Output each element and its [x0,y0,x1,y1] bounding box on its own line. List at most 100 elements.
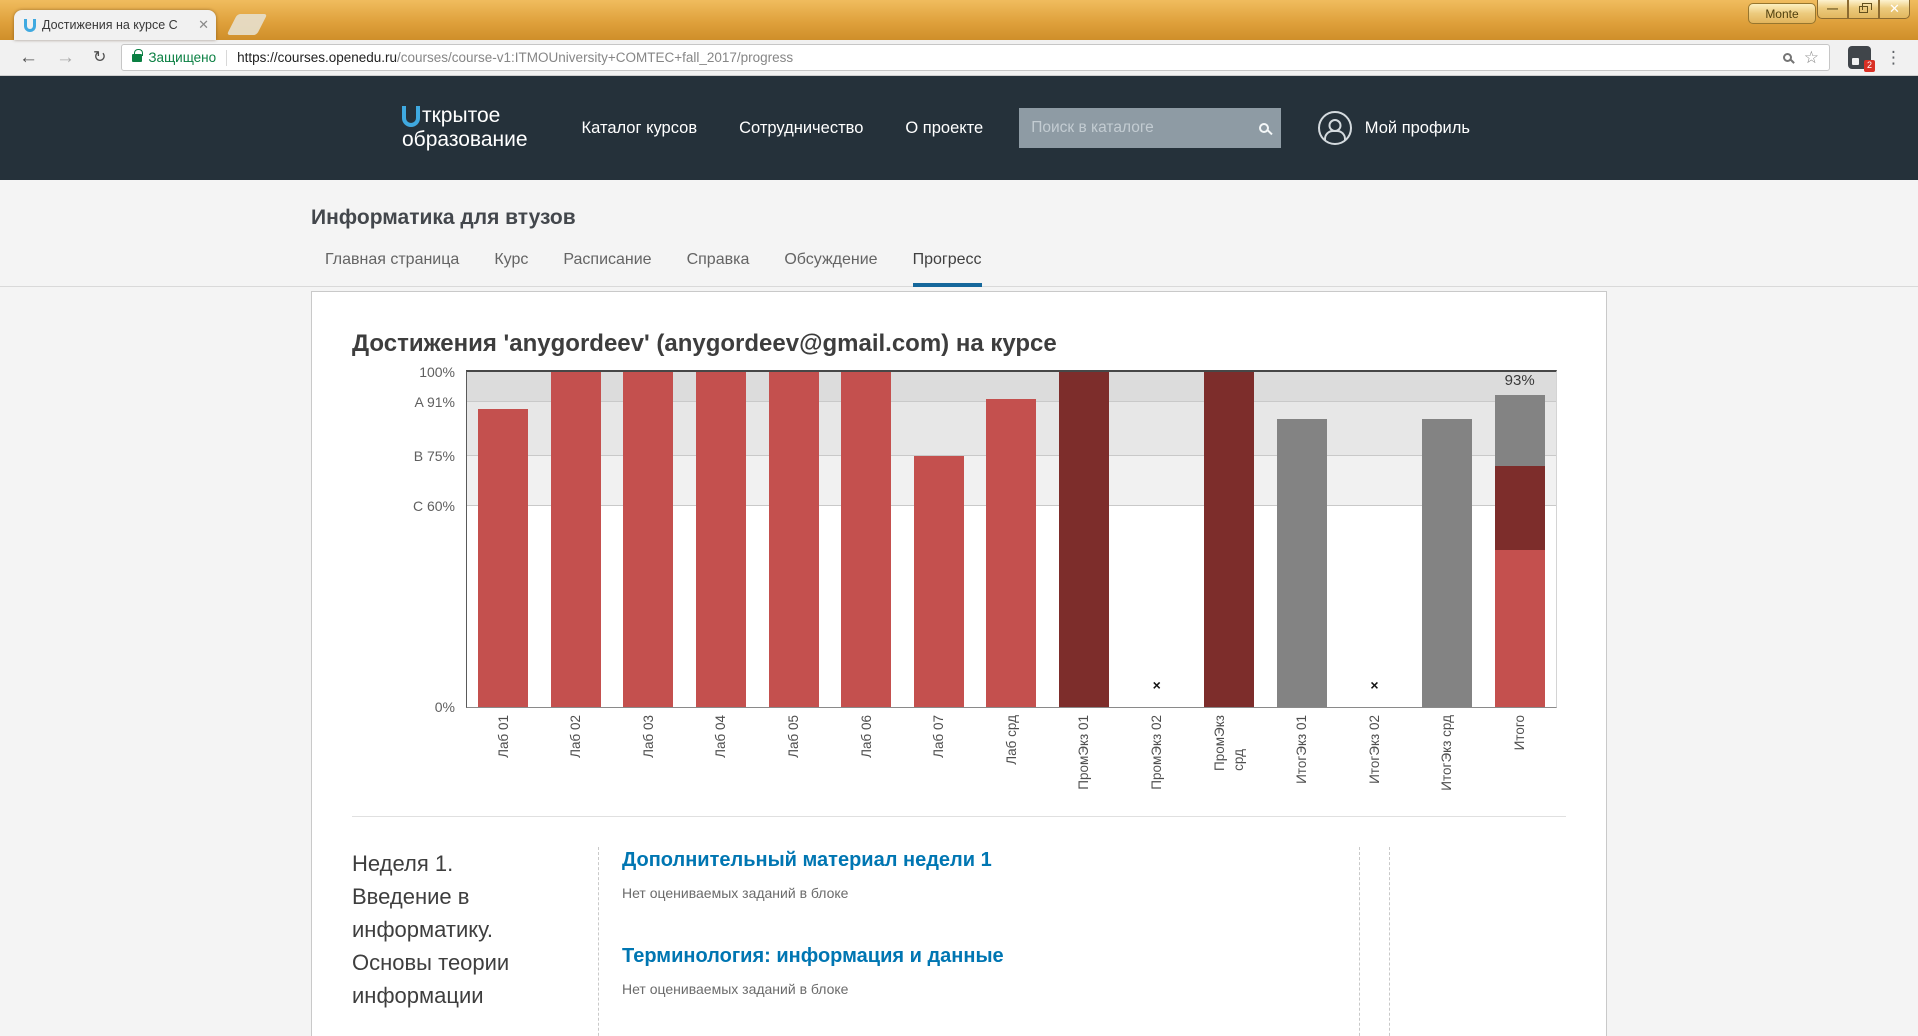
chart-slot: 93% Итого [1483,372,1556,750]
new-tab-button[interactable] [226,14,268,35]
bookmark-star-icon[interactable]: ☆ [1803,48,1819,67]
score-bar [478,408,529,707]
nav-link[interactable]: О проекте [905,118,984,137]
restore-button[interactable] [1848,0,1879,19]
x-axis-label-line: ИтогЭкз 01 [1294,715,1310,784]
chart-slot: Лаб 06 [830,372,903,758]
score-bar [623,372,674,707]
section-divider [352,816,1566,817]
chart-slot: ПромЭкз 01 [1048,372,1121,790]
course-tab[interactable]: Справка [686,251,750,268]
browser-profile-button[interactable]: Monte [1748,3,1816,24]
section-link[interactable]: Дополнительный материал недели 1 [622,849,992,871]
window-titlebar: Достижения на курсе С ✕ Monte — ✕ [0,0,1918,40]
chart-slot: ИтогЭкз 01 [1266,372,1339,784]
openedu-favicon-icon [24,18,36,32]
reload-icon[interactable]: ↻ [93,48,107,66]
x-axis-label: Лаб 06 [830,715,903,758]
bar-segment [1494,549,1545,707]
minimize-button[interactable]: — [1817,0,1848,19]
score-bar [696,372,747,707]
course-tab[interactable]: Обсуждение [784,251,878,268]
week-blocks: Дополнительный материал недели 1 Нет оцен… [598,847,1390,1036]
chart-slot: × ИтогЭкз 02 [1338,372,1411,784]
extension-badge: 2 [1863,60,1875,72]
bar-value-label: 93% [1504,372,1535,390]
logo-text-line1: ткрытое [422,104,501,127]
chart-slot: ИтогЭкз срд [1411,372,1484,791]
x-axis-label-line: ПромЭкз 01 [1076,715,1092,790]
profile-label: Мой профиль [1364,118,1470,137]
chart-slot: Лаб 03 [612,372,685,758]
x-axis-label: ИтогЭкз 01 [1266,715,1339,784]
course-tab[interactable]: Курс [494,251,529,268]
bar-segment [1494,465,1545,550]
search-icon[interactable] [1259,123,1270,133]
logo-text-line2: образование [402,128,528,151]
openedu-logo-icon [402,106,420,127]
bar-segment [1494,395,1545,466]
catalog-search[interactable] [1019,108,1282,148]
url-path: /courses/course-v1:ITMOUniversity+COMTEC… [397,50,794,65]
x-axis-label: Лаб срд [975,715,1048,765]
score-bar [986,398,1037,707]
browser-tab[interactable]: Достижения на курсе С ✕ [14,10,216,40]
x-axis-label-line: Лаб срд [1003,715,1019,765]
no-graded-note: Нет оцениваемых заданий в блоке [622,885,849,901]
openedu-logo[interactable]: ткрытое образование [402,104,528,152]
course-tab[interactable]: Главная страница [325,251,460,268]
address-bar[interactable]: Защищено https://courses.openedu.ru /cou… [121,44,1830,71]
close-button[interactable]: ✕ [1879,0,1910,19]
chart-slot: Лаб 04 [685,372,758,758]
profile-avatar-icon [1317,111,1352,145]
nav-link[interactable]: Каталог курсов [581,118,698,137]
x-axis-label: Лаб 02 [540,715,613,758]
x-axis-label-line: Итого [1511,715,1527,751]
score-bar [1276,418,1327,707]
forward-icon[interactable]: → [56,47,75,68]
score-bar [1422,418,1473,707]
my-profile[interactable]: Мой профиль [1317,111,1470,145]
browser-menu-icon[interactable]: ⋮ [1885,47,1902,67]
chart-plot-area: 100% A 91% B 75% C 60% 0% Лаб 01 Лаб 02 Лаб 03 Л… [413,364,1557,791]
y-axis-tick: C 60% [412,498,455,514]
search-input[interactable] [1031,119,1260,137]
achievements-chart: 100% A 91% B 75% C 60% 0% Лаб 01 Лаб 02 Лаб 03 Л… [413,364,1557,791]
browser-toolbar: ← → ↻ Защищено https://courses.openedu.r… [0,40,1918,76]
back-icon[interactable]: ← [19,47,38,68]
score-bar [1059,372,1110,707]
score-bar [550,372,601,707]
page-zoom-icon[interactable] [1782,53,1792,62]
x-axis-label: ПромЭкз 02 [1120,715,1193,790]
chart-slot: Лаб 05 [757,372,830,758]
y-axis-tick: A 91% [414,394,455,411]
secure-lock-icon[interactable] [132,48,143,62]
y-axis-tick: 100% [419,364,455,380]
extension-icon[interactable]: 2 [1848,46,1875,72]
x-axis-label-line: ПромЭкз [1212,715,1228,771]
week-block: Терминология: информация и данные Нет оце… [622,945,1329,997]
course-tab[interactable]: Расписание [563,251,652,268]
x-axis-label: ИтогЭкз 02 [1338,715,1411,784]
nav-link[interactable]: Сотрудничество [739,118,864,137]
week-title: Неделя 1. Введение в информатику. Основы… [352,851,510,1008]
x-axis-label: ПромЭкз срд [1193,715,1266,771]
x-axis-label: ПромЭкз 01 [1048,715,1121,790]
x-axis-label-line: Лаб 04 [713,715,729,758]
window-controls: — ✕ [1817,0,1910,19]
score-bar [1204,372,1255,707]
x-axis-label: Лаб 01 [467,715,540,758]
x-axis-label: ИтогЭкз срд [1411,715,1484,791]
header-nav: Каталог курсов Сотрудничество О проекте [582,119,984,138]
week-block: Дополнительный материал недели 1 Нет оцен… [622,849,1329,901]
x-axis-label-line: Лаб 01 [495,715,511,758]
course-tabs: Главная страница Курс Расписание Справка Обс… [311,251,1607,287]
x-axis-label: Лаб 03 [612,715,685,758]
course-tab[interactable]: Прогресс [912,251,982,287]
section-link[interactable]: Терминология: информация и данные [622,945,1004,967]
chart-title: Достижения 'anygordeev' (anygordeev@gmai… [352,330,1057,357]
tab-close-icon[interactable]: ✕ [198,17,209,32]
x-axis-label: Итого [1483,715,1556,750]
x-axis-label-line: Лаб 02 [568,715,584,758]
url-separator [226,49,228,66]
